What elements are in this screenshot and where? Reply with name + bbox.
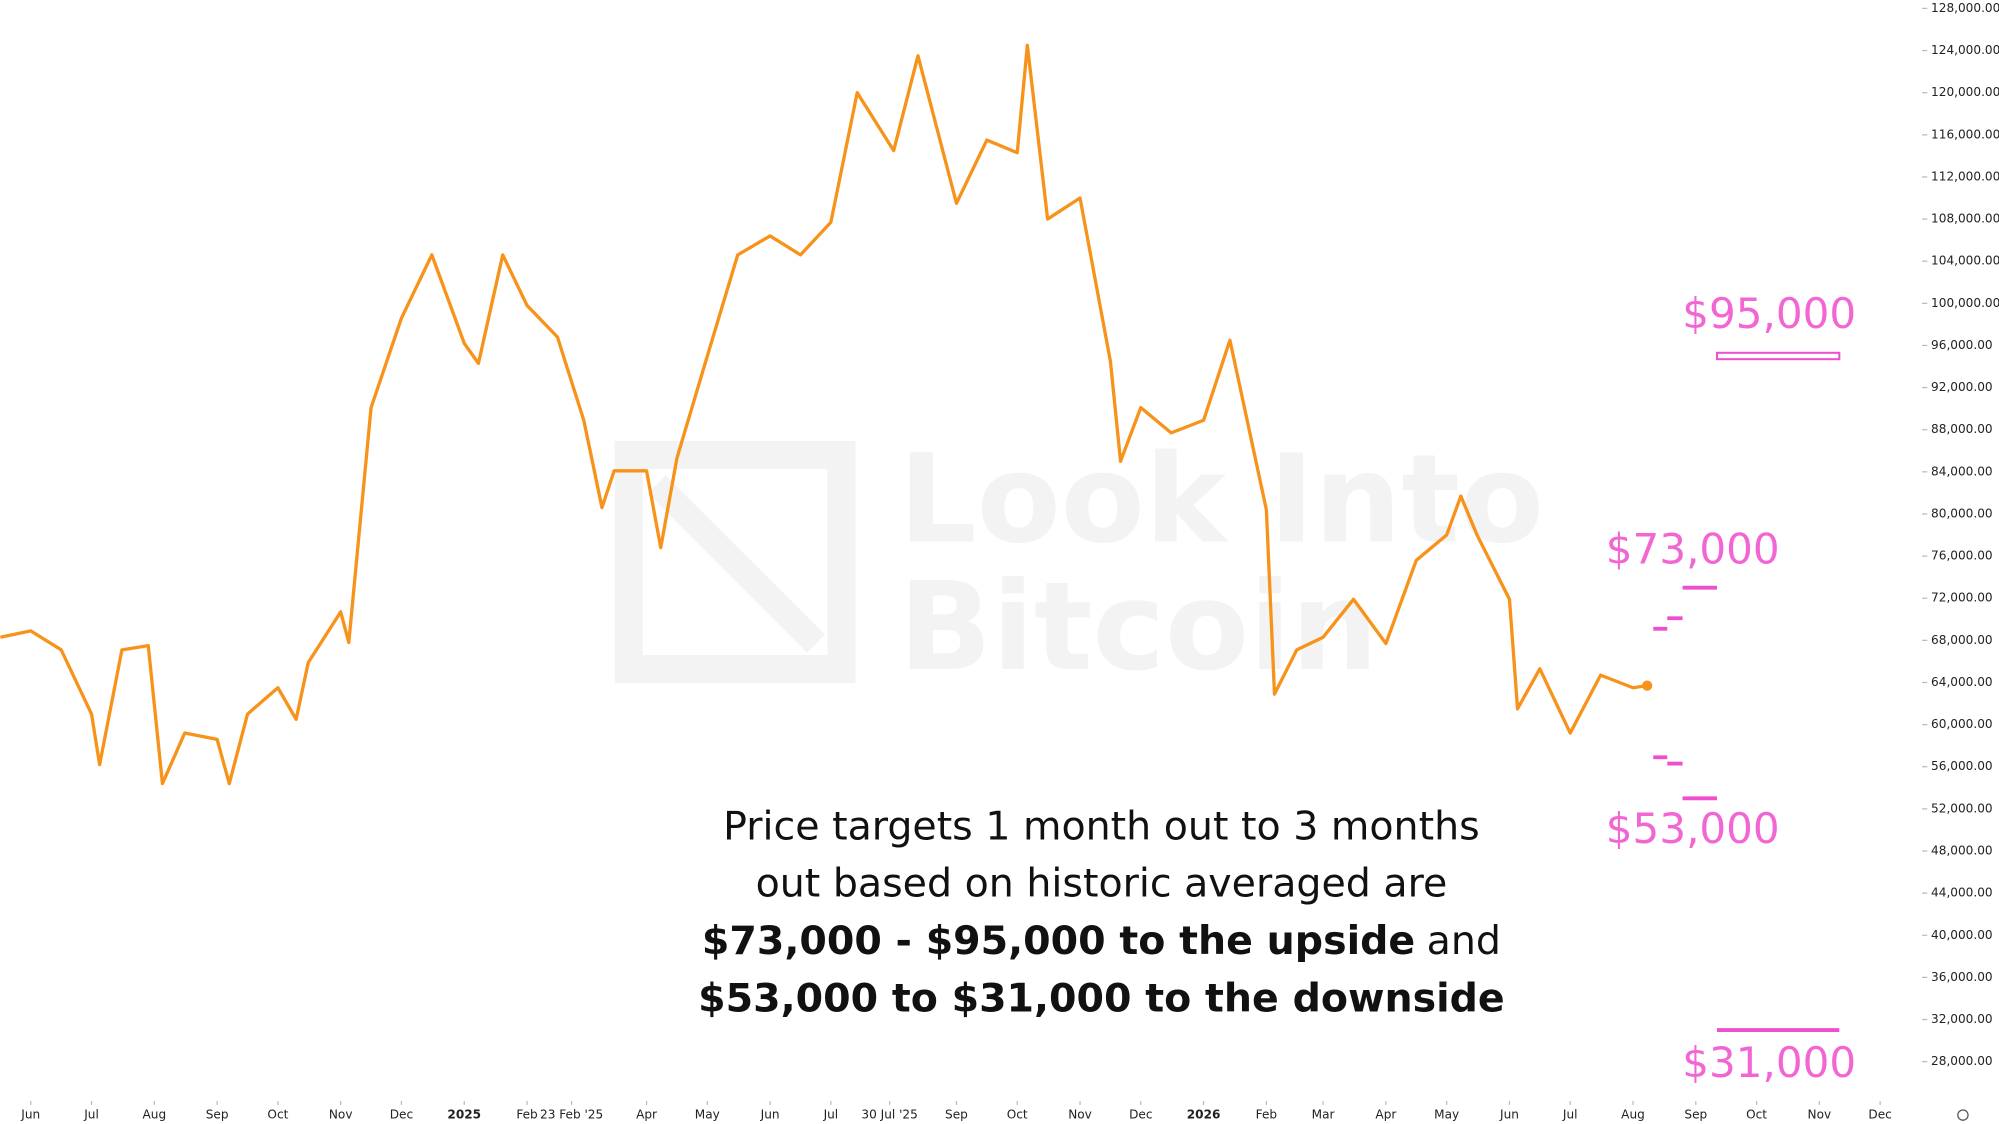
watermark-logo [614,440,856,684]
x-tick-label: Sep [945,1108,968,1122]
y-tick-label: 116,000.00 [1931,127,1999,141]
annotation-text: $53,000 to $31,000 to the downside [698,975,1505,1021]
x-tick-label: Jun [760,1108,780,1122]
x-tick-label: Dec [1868,1108,1891,1122]
annotation-line: $53,000 to $31,000 to the downside [698,975,1505,1021]
x-tick-label: Dec [390,1108,413,1122]
y-tick-label: 84,000.00 [1931,464,1993,478]
x-tick-label: 2025 [447,1108,481,1122]
y-tick-label: 108,000.00 [1931,212,1999,226]
y-tick-label: 92,000.00 [1931,380,1993,394]
x-tick-label: Jul [823,1108,839,1122]
watermark: Look Into Bitcoin [614,428,1544,698]
y-tick-label: 124,000.00 [1931,43,1999,57]
annotation-text: $73,000 - $95,000 to the upside [702,918,1415,964]
x-tick-label: Nov [329,1108,353,1122]
x-tick-label: Aug [1621,1108,1645,1122]
y-tick-label: 44,000.00 [1931,886,1993,900]
x-tick-label: Oct [1007,1108,1028,1122]
y-tick-label: 56,000.00 [1931,759,1993,773]
target-label: $53,000 [1606,804,1780,853]
x-tick-label: 23 Feb '25 [540,1108,603,1122]
x-tick-label: Jun [20,1108,40,1122]
x-tick-label: Oct [1746,1108,1767,1122]
x-tick-label: Jul [83,1108,99,1122]
x-tick-label: Nov [1808,1108,1832,1122]
x-tick-label: Apr [1375,1108,1396,1122]
x-tick-label: Mar [1312,1108,1335,1122]
y-tick-label: 100,000.00 [1931,296,1999,310]
y-tick-label: 64,000.00 [1931,675,1993,689]
y-tick-label: 88,000.00 [1931,422,1993,436]
y-tick-label: 52,000.00 [1931,801,1993,815]
annotation-text: out based on historic averaged are [756,860,1448,906]
annotation-line: out based on historic averaged are [756,860,1448,906]
y-tick-label: 128,000.00 [1931,1,1999,15]
y-tick-label: 32,000.00 [1931,1012,1993,1026]
y-tick-label: 28,000.00 [1931,1054,1993,1068]
x-tick-label: Oct [267,1108,288,1122]
x-tick-label: 30 Jul '25 [861,1108,917,1122]
y-tick-label: 60,000.00 [1931,717,1993,731]
target-label: $73,000 [1606,525,1780,574]
y-tick-label: 120,000.00 [1931,85,1999,99]
target-label: $31,000 [1682,1038,1856,1087]
watermark-text: Bitcoin [899,555,1378,698]
annotation-line: Price targets 1 month out to 3 months [723,803,1480,849]
watermark-text: Look Into [899,428,1544,571]
settings-icon[interactable] [1957,1109,1969,1121]
annotation-text: and [1427,918,1501,964]
y-tick-label: 72,000.00 [1931,591,1993,605]
x-tick-label: May [695,1108,720,1122]
price-line [0,43,1648,786]
x-tick-label: Aug [143,1108,167,1122]
annotation-text: Price targets 1 month out to 3 months [723,803,1480,849]
y-tick-label: 76,000.00 [1931,549,1993,563]
annotation-line: $73,000 - $95,000 to the upside and [702,918,1501,964]
y-tick-label: 48,000.00 [1931,844,1993,858]
watermark-logo-stroke [647,475,826,653]
x-tick-label: Jun [1499,1108,1519,1122]
x-tick-label: Nov [1068,1108,1092,1122]
x-tick-label: Sep [1684,1108,1707,1122]
y-tick-label: 80,000.00 [1931,506,1993,520]
x-tick-label: May [1434,1108,1459,1122]
y-tick-label: 40,000.00 [1931,928,1993,942]
x-tick-label: Apr [636,1108,657,1122]
y-tick-label: 96,000.00 [1931,338,1993,352]
target-level [1715,351,1841,361]
x-tick-label: Dec [1129,1108,1152,1122]
y-tick-label: 36,000.00 [1931,970,1993,984]
x-tick-label: Jul [1562,1108,1578,1122]
y-tick-label: 104,000.00 [1931,254,1999,268]
x-tick-label: Sep [206,1108,229,1122]
x-tick-label: 2026 [1187,1108,1221,1122]
x-tick-label: Feb [516,1108,538,1122]
y-tick-label: 68,000.00 [1931,633,1993,647]
x-tick-label: Feb [1256,1108,1278,1122]
y-tick-label: 112,000.00 [1931,169,1999,183]
target-label: $95,000 [1682,289,1856,338]
last-point [1642,680,1653,691]
